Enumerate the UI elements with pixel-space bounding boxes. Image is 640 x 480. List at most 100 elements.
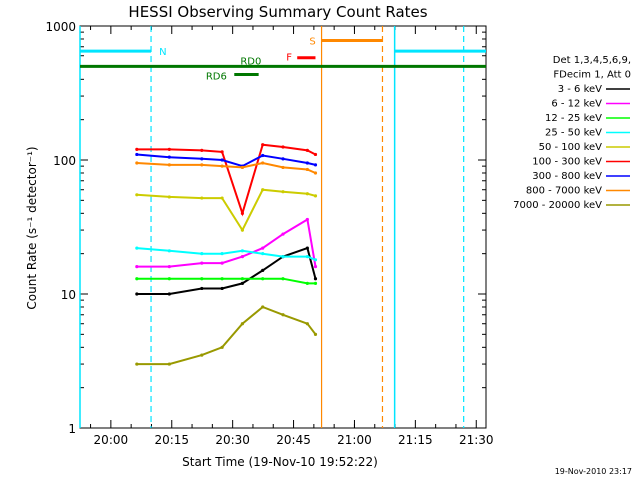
series-point-2 — [281, 277, 285, 281]
series-point-3 — [167, 249, 171, 253]
series-point-7 — [200, 163, 204, 167]
series-point-3 — [313, 258, 318, 262]
series-point-5 — [167, 147, 171, 151]
series-point-5 — [135, 147, 139, 151]
series-line-0 — [136, 246, 317, 295]
series-point-3 — [281, 255, 285, 259]
x-tick-label: 21:00 — [337, 433, 372, 447]
series-point-4 — [313, 194, 318, 198]
series-point-7 — [305, 167, 309, 172]
series-point-5 — [305, 148, 309, 152]
series-point-0 — [305, 246, 309, 250]
series-point-3 — [200, 252, 204, 256]
series-point-2 — [261, 277, 265, 281]
series-point-8 — [305, 322, 309, 326]
series-point-1 — [135, 265, 139, 269]
legend-header-line: Det 1,3,4,5,6,9, — [553, 55, 631, 66]
legend-entry-label: 3 - 6 keV — [558, 84, 602, 95]
legend-entry-label: 50 - 100 keV — [539, 142, 603, 153]
series-point-7 — [167, 163, 171, 167]
series-point-5 — [220, 150, 224, 154]
series-point-8 — [313, 332, 318, 336]
series-line-2 — [136, 277, 316, 285]
legend-entry-label: 800 - 7000 keV — [526, 186, 602, 197]
legend-entry-label: 6 - 12 keV — [551, 99, 602, 110]
x-axis-label: Start Time (19-Nov-10 19:52:22) — [182, 455, 378, 469]
series-point-6 — [167, 155, 171, 159]
series-line-8 — [136, 305, 317, 366]
series-point-3 — [135, 246, 139, 250]
series-point-5 — [200, 148, 204, 152]
y-axis-label: Count Rate (s⁻¹ detector⁻¹) — [25, 146, 39, 309]
series-point-6 — [305, 161, 309, 165]
plot-frame — [79, 25, 487, 429]
series-point-6 — [261, 153, 265, 158]
series-line-4 — [136, 188, 316, 233]
series-point-3 — [305, 255, 309, 259]
series-point-2 — [313, 281, 318, 285]
series-point-4 — [281, 190, 285, 194]
series-point-1 — [313, 265, 318, 269]
series-point-2 — [240, 277, 244, 281]
x-tick-label: 20:15 — [154, 433, 189, 447]
series-point-1 — [240, 255, 244, 259]
night-flag-label: N — [159, 47, 166, 58]
series-point-7 — [240, 165, 244, 170]
series-point-0 — [200, 286, 204, 291]
series-point-8 — [281, 313, 285, 317]
series-point-4 — [135, 193, 139, 197]
series-point-0 — [220, 286, 224, 291]
series-point-2 — [220, 277, 224, 281]
series-point-5 — [313, 152, 318, 157]
x-tick-label: 21:30 — [459, 433, 494, 447]
series-point-1 — [200, 261, 204, 265]
series-point-3 — [220, 252, 224, 256]
series-point-8 — [135, 362, 139, 366]
series-point-8 — [261, 305, 265, 309]
series-point-3 — [261, 252, 265, 256]
rd6-flag-label: RD6 — [206, 71, 227, 82]
series-point-4 — [305, 192, 309, 196]
x-tick-label: 20:45 — [276, 433, 311, 447]
legend-entry-label: 7000 - 20000 keV — [513, 200, 602, 211]
series-point-4 — [220, 196, 224, 200]
series-point-7 — [313, 171, 318, 175]
legend-entry-label: 12 - 25 keV — [545, 113, 602, 124]
flare-flag-label: F — [286, 53, 292, 64]
x-tick-label: 21:15 — [398, 433, 433, 447]
series-point-2 — [167, 277, 171, 281]
series-point-1 — [261, 246, 265, 250]
series-point-7 — [135, 161, 139, 165]
series-point-0 — [135, 292, 139, 296]
legend-entry-label: 300 - 800 keV — [532, 171, 602, 182]
series-point-2 — [135, 277, 139, 281]
plot-area: 1 10 100 1000 20:00 20:15 20:30 20:45 21:00 21:15… — [45, 20, 493, 447]
series-point-2 — [305, 281, 309, 285]
series-point-7 — [261, 161, 265, 165]
series-point-6 — [281, 157, 285, 161]
series-point-3 — [240, 249, 244, 253]
series-point-1 — [281, 232, 285, 236]
series-point-0 — [261, 268, 265, 273]
series-point-4 — [261, 188, 265, 192]
series-point-0 — [167, 292, 171, 296]
legend-entry-label: 100 - 300 keV — [532, 157, 602, 168]
chart-title: HESSI Observing Summary Count Rates — [128, 3, 427, 21]
series-point-4 — [167, 195, 171, 199]
legend-entry-label: 25 - 50 keV — [545, 128, 602, 139]
series-point-7 — [281, 165, 285, 170]
series-point-4 — [240, 228, 244, 232]
series-line-1 — [136, 217, 317, 268]
saa-flag-label: S — [309, 36, 315, 47]
series-point-1 — [220, 261, 224, 265]
series-point-0 — [240, 281, 244, 285]
series-point-7 — [220, 164, 224, 168]
legend: Det 1,3,4,5,6,9, FDecim 1, Att 0 3 - 6 keV… — [513, 55, 631, 211]
series-point-6 — [200, 157, 204, 161]
y-tick-label: 100 — [53, 154, 76, 168]
series-point-0 — [313, 277, 318, 281]
series-point-8 — [167, 362, 171, 366]
series-point-2 — [200, 277, 204, 281]
y-tick-label: 10 — [61, 288, 76, 302]
